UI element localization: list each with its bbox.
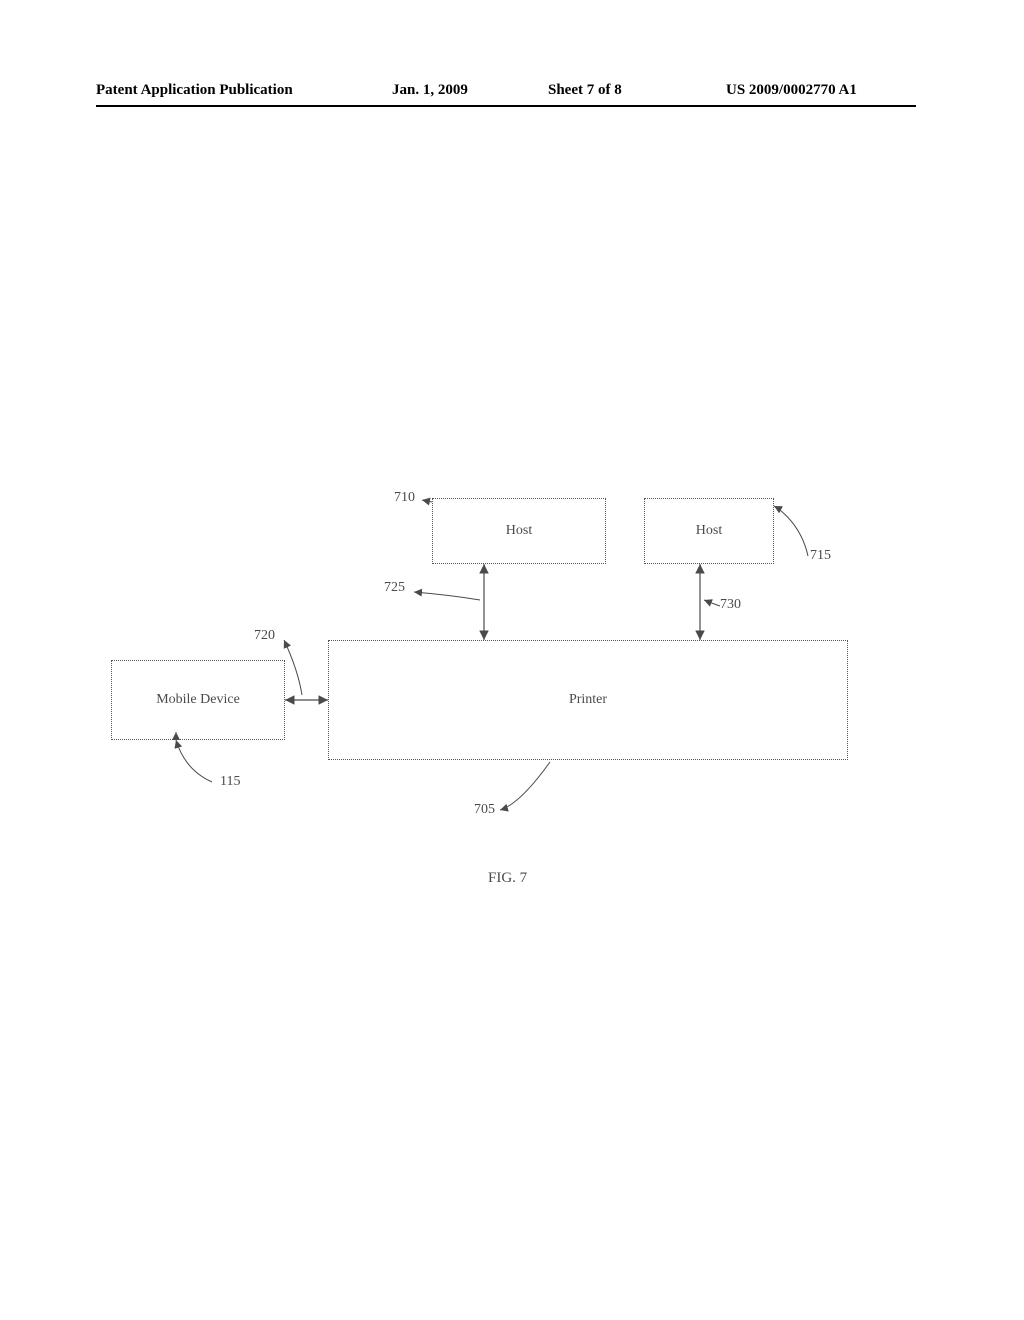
page: { "header": { "publication_label": "Pate…: [0, 0, 1024, 1320]
leader-l710: [422, 500, 432, 502]
leader-l705: [500, 762, 550, 810]
leader-l725: [414, 592, 480, 600]
leader-l115: [176, 740, 212, 782]
leader-l715: [774, 506, 808, 556]
leader-l720: [284, 640, 302, 695]
diagram-edges-svg: [0, 0, 1024, 1320]
leader-l730: [704, 600, 720, 606]
